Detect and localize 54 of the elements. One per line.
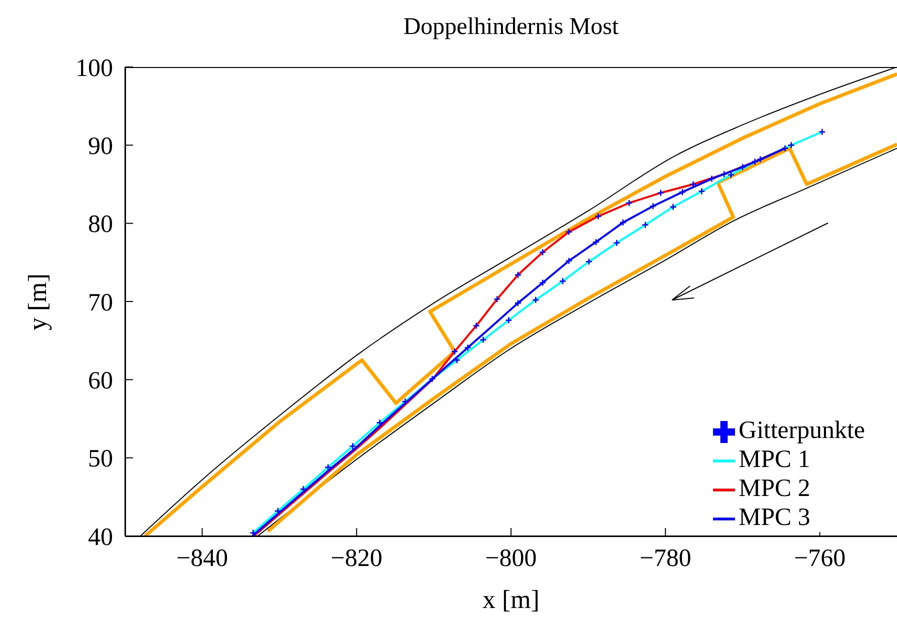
point bbox=[565, 228, 573, 236]
point bbox=[559, 278, 566, 285]
point bbox=[594, 212, 602, 220]
legend-label: MPC 3 bbox=[738, 504, 810, 531]
chart-title: Doppelhindernis Most bbox=[402, 14, 620, 41]
point bbox=[788, 142, 795, 149]
point bbox=[738, 163, 746, 171]
point bbox=[657, 189, 664, 196]
y-tick-label: 50 bbox=[88, 446, 113, 473]
point bbox=[642, 221, 649, 229]
point bbox=[539, 279, 546, 286]
y-tick-label: 40 bbox=[88, 524, 113, 551]
point bbox=[613, 239, 620, 247]
point bbox=[818, 128, 826, 136]
x-tick-label: −780 bbox=[640, 544, 692, 572]
point bbox=[625, 199, 633, 207]
point bbox=[480, 336, 487, 344]
y-tick-label: 90 bbox=[88, 133, 113, 160]
point bbox=[514, 299, 522, 307]
x-tick-label: −840 bbox=[176, 544, 228, 572]
point bbox=[698, 188, 706, 195]
point bbox=[349, 442, 356, 450]
point bbox=[324, 464, 332, 471]
point bbox=[493, 296, 501, 303]
point bbox=[532, 296, 540, 304]
point bbox=[464, 344, 472, 352]
x-tick-label: −800 bbox=[485, 544, 537, 572]
legend-label: Gitterpunkte bbox=[738, 417, 865, 444]
y-axis-title: y [m] bbox=[23, 272, 53, 330]
legend-label: MPC 2 bbox=[738, 475, 810, 502]
point bbox=[565, 257, 573, 265]
point bbox=[585, 258, 593, 266]
point bbox=[678, 188, 686, 196]
point bbox=[619, 218, 627, 226]
point bbox=[649, 202, 657, 210]
legend-label: MPC 1 bbox=[738, 446, 810, 473]
point bbox=[592, 238, 600, 246]
point bbox=[720, 170, 728, 178]
y-tick-label: 70 bbox=[88, 289, 113, 316]
x-tick-label: −820 bbox=[330, 544, 382, 572]
x-axis-title: x [m] bbox=[481, 585, 541, 615]
point bbox=[539, 248, 546, 256]
y-tick-label: 60 bbox=[88, 368, 113, 395]
x-tick-label: −760 bbox=[794, 544, 846, 572]
point bbox=[505, 316, 512, 324]
y-tick-label: 80 bbox=[88, 211, 113, 238]
point bbox=[514, 271, 522, 279]
point bbox=[428, 375, 436, 383]
point bbox=[472, 322, 480, 330]
point bbox=[669, 203, 677, 211]
point bbox=[751, 158, 759, 166]
point bbox=[727, 171, 735, 179]
point bbox=[450, 348, 458, 356]
y-tick-label: 100 bbox=[76, 54, 113, 82]
